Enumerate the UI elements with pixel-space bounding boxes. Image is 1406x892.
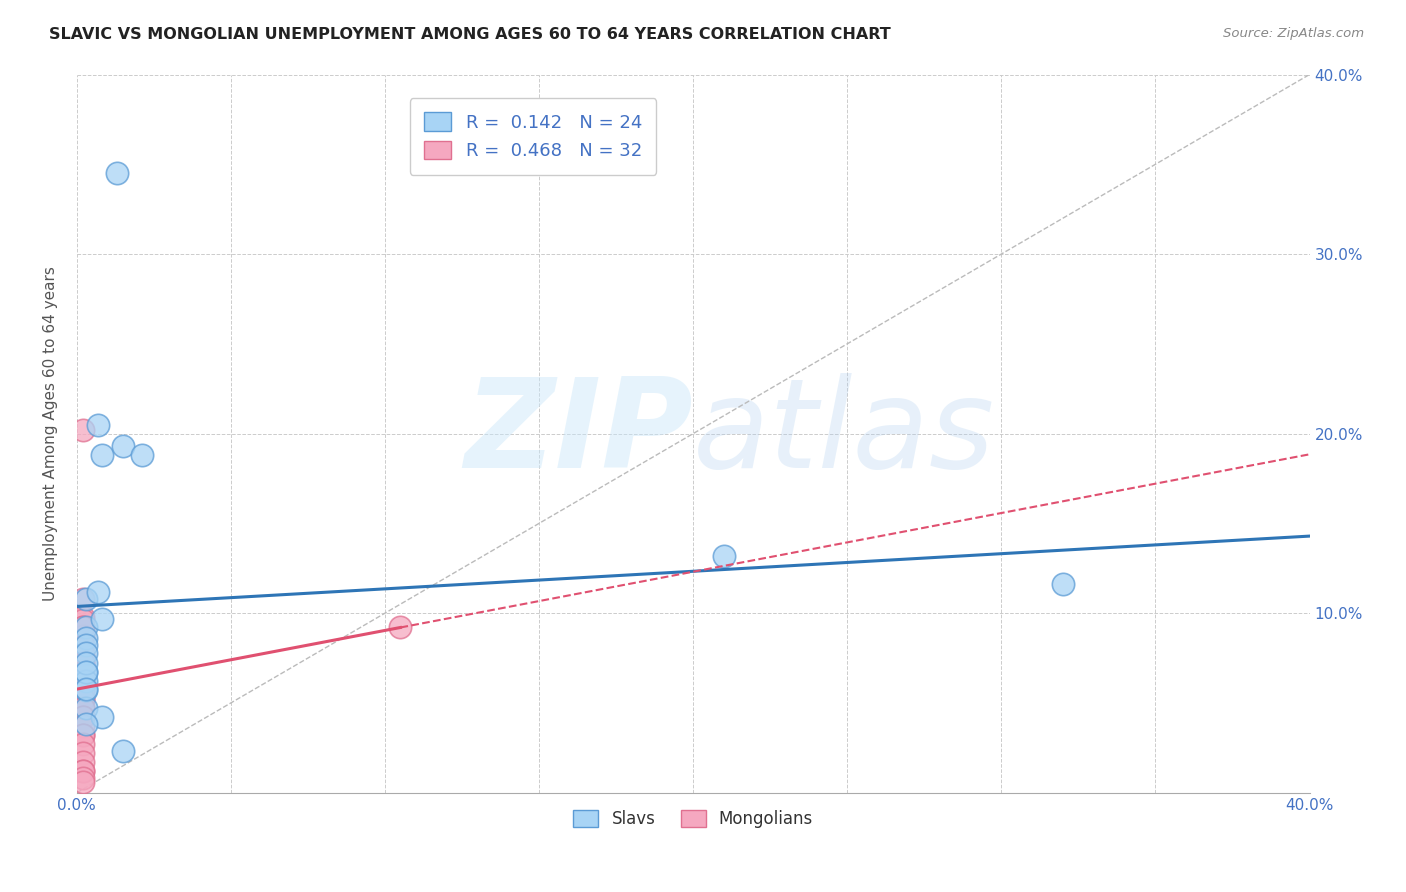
Mongolians bbox=[72, 701, 94, 715]
Mongolians bbox=[72, 737, 94, 751]
Slavs bbox=[75, 717, 97, 731]
Text: atlas: atlas bbox=[693, 373, 995, 494]
Mongolians bbox=[72, 683, 94, 698]
Slavs bbox=[713, 549, 735, 563]
Slavs bbox=[90, 448, 112, 462]
Mongolians bbox=[72, 657, 94, 671]
Slavs bbox=[75, 620, 97, 634]
Mongolians bbox=[72, 746, 94, 760]
Mongolians bbox=[72, 728, 94, 742]
Mongolians bbox=[72, 423, 94, 437]
Slavs bbox=[75, 665, 97, 680]
Slavs bbox=[75, 665, 97, 680]
Mongolians bbox=[72, 630, 94, 644]
Mongolians bbox=[72, 620, 94, 634]
Mongolians bbox=[72, 609, 94, 624]
Mongolians bbox=[72, 639, 94, 653]
Legend: Slavs, Mongolians: Slavs, Mongolians bbox=[567, 803, 820, 835]
Mongolians bbox=[72, 710, 94, 724]
Slavs bbox=[112, 439, 135, 453]
Mongolians bbox=[72, 665, 94, 680]
Slavs bbox=[1052, 577, 1074, 591]
Mongolians bbox=[72, 674, 94, 689]
Slavs bbox=[75, 639, 97, 653]
Mongolians bbox=[72, 710, 94, 724]
Slavs bbox=[75, 646, 97, 660]
Text: Source: ZipAtlas.com: Source: ZipAtlas.com bbox=[1223, 27, 1364, 40]
Mongolians bbox=[72, 657, 94, 671]
Mongolians bbox=[72, 620, 94, 634]
Slavs bbox=[90, 710, 112, 724]
Slavs bbox=[90, 611, 112, 625]
Slavs bbox=[112, 744, 135, 758]
Slavs bbox=[75, 591, 97, 606]
Mongolians bbox=[72, 719, 94, 733]
Y-axis label: Unemployment Among Ages 60 to 64 years: Unemployment Among Ages 60 to 64 years bbox=[44, 266, 58, 601]
Mongolians bbox=[72, 755, 94, 769]
Slavs bbox=[75, 701, 97, 715]
Mongolians bbox=[72, 701, 94, 715]
Slavs bbox=[87, 584, 110, 599]
Text: ZIP: ZIP bbox=[464, 373, 693, 494]
Mongolians bbox=[72, 683, 94, 698]
Mongolians bbox=[72, 613, 94, 627]
Slavs bbox=[75, 632, 97, 646]
Mongolians bbox=[72, 648, 94, 662]
Mongolians bbox=[72, 728, 94, 742]
Mongolians bbox=[72, 692, 94, 706]
Slavs bbox=[75, 657, 97, 671]
Mongolians bbox=[72, 772, 94, 786]
Slavs bbox=[131, 448, 153, 462]
Mongolians bbox=[72, 775, 94, 789]
Mongolians bbox=[72, 764, 94, 778]
Mongolians bbox=[72, 591, 94, 606]
Mongolians bbox=[389, 620, 412, 634]
Mongolians bbox=[72, 764, 94, 778]
Text: SLAVIC VS MONGOLIAN UNEMPLOYMENT AMONG AGES 60 TO 64 YEARS CORRELATION CHART: SLAVIC VS MONGOLIAN UNEMPLOYMENT AMONG A… bbox=[49, 27, 891, 42]
Slavs bbox=[75, 683, 97, 698]
Mongolians bbox=[72, 692, 94, 706]
Slavs bbox=[75, 674, 97, 689]
Slavs bbox=[75, 681, 97, 696]
Slavs bbox=[87, 417, 110, 432]
Slavs bbox=[105, 166, 128, 180]
